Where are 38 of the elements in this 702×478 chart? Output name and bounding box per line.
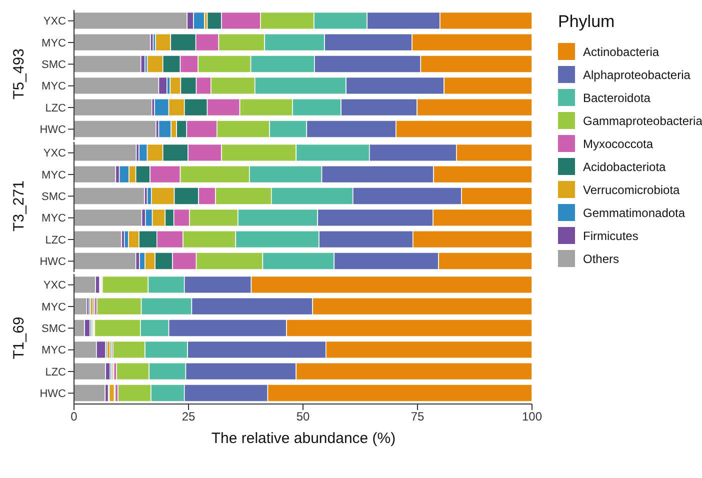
x-tick-label: 75 <box>410 410 424 424</box>
y-tick-label: MYC <box>42 80 66 93</box>
x-axis-title: The relative abundance (%) <box>210 429 397 449</box>
legend-label: Others <box>583 252 620 266</box>
legend-label: Myxococcota <box>583 136 654 150</box>
y-tick-label: YXC <box>43 148 66 160</box>
y-tick-label: HWC <box>40 388 66 400</box>
y-tick-label: SMC <box>42 59 66 72</box>
y-axis-title: T3_271 <box>9 180 28 232</box>
y-tick-label: SMC <box>42 323 66 336</box>
y-tick-label: SMC <box>42 191 66 204</box>
x-tick-label: 50 <box>296 410 310 424</box>
y-tick-label: MYC <box>42 169 66 182</box>
y-tick-label: HWC <box>40 124 66 136</box>
legend-title: Phylum <box>558 12 616 32</box>
legend-label: Actinobacteria <box>583 44 660 58</box>
legend-label: Gemmatimonadota <box>583 206 686 220</box>
legend-label: Verrucomicrobiota <box>583 182 680 196</box>
y-tick-label: YXC <box>43 280 66 292</box>
legend-label: Alphaproteobacteria <box>583 68 690 82</box>
y-tick-label: MYC <box>42 37 66 50</box>
y-axis-title: T1_69 <box>9 316 28 360</box>
y-tick-label: MYC <box>42 344 66 357</box>
y-tick-label: LZC <box>45 366 66 378</box>
x-tick-label: 100 <box>522 410 542 424</box>
y-tick-label: LZC <box>45 234 66 246</box>
legend-label: Firmicutes <box>583 228 638 242</box>
y-tick-label: YXC <box>43 16 66 28</box>
legend-label: Bacteroidota <box>583 90 650 104</box>
x-tick-label: 25 <box>182 410 196 424</box>
y-tick-label: LZC <box>45 102 66 114</box>
y-tick-label: MYC <box>42 301 66 314</box>
y-tick-label: MYC <box>42 212 66 225</box>
legend-label: Acidobacteriota <box>583 160 666 174</box>
x-tick-label: 0 <box>70 410 78 424</box>
y-tick-label: HWC <box>40 256 66 268</box>
legend-label: Gammaproteobacteria <box>583 114 702 128</box>
y-axis-title: T5_493 <box>9 48 28 100</box>
